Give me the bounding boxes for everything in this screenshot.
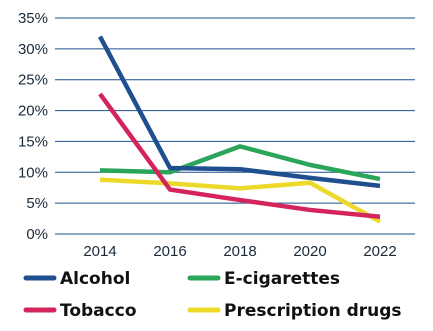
x-tick-label: 2022	[363, 243, 396, 260]
x-tick-label: 2020	[293, 243, 326, 260]
x-tick-label: 2014	[83, 243, 116, 260]
legend-label: E-cigarettes	[224, 269, 340, 289]
legend: Alcohol E-cigarettes Tobacco Prescription d…	[23, 269, 402, 321]
legend-item-alcohol: Alcohol	[23, 269, 130, 289]
y-tick-label: 20%	[18, 103, 48, 120]
legend-item-e-cigarettes: E-cigarettes	[187, 269, 340, 289]
series-line-prescription-drugs	[99, 177, 382, 224]
x-axis: 2014 2016 2018 2020 2022	[83, 243, 396, 260]
legend-label: Prescription drugs	[224, 301, 402, 321]
series-line-e-cigarettes	[99, 144, 381, 182]
legend-label: Tobacco	[60, 301, 137, 321]
y-tick-label: 10%	[18, 164, 48, 181]
y-axis: 0% 5% 10% 15% 20% 25% 30% 35%	[18, 10, 48, 243]
x-tick-label: 2018	[223, 243, 256, 260]
y-tick-label: 35%	[18, 10, 48, 27]
series-line-tobacco	[98, 92, 381, 219]
legend-item-prescription-drugs: Prescription drugs	[187, 301, 402, 321]
legend-label: Alcohol	[60, 269, 130, 289]
series-line-alcohol	[98, 35, 381, 189]
y-tick-label: 0%	[26, 226, 48, 243]
x-tick-label: 2016	[153, 243, 186, 260]
series-lines	[98, 35, 382, 224]
y-tick-label: 15%	[18, 133, 48, 150]
y-tick-label: 30%	[18, 41, 48, 58]
legend-item-tobacco: Tobacco	[23, 301, 137, 321]
y-tick-label: 25%	[18, 72, 48, 89]
y-tick-label: 5%	[26, 195, 48, 212]
